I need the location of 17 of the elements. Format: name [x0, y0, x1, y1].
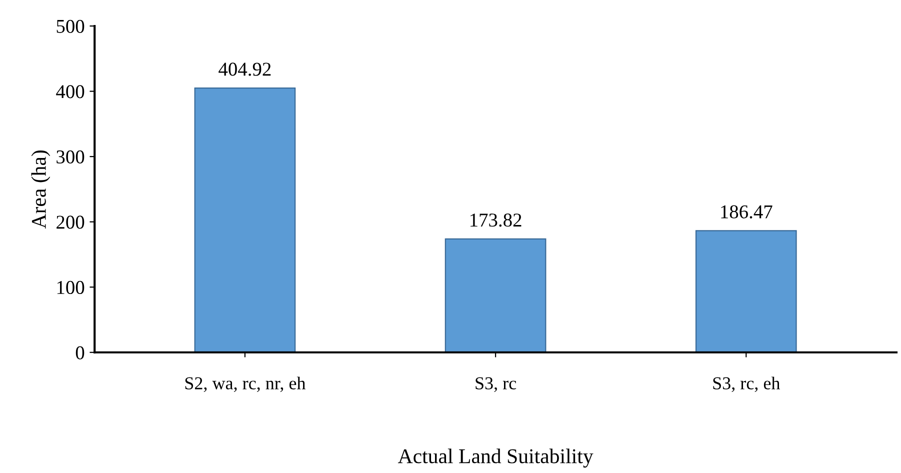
- y-axis-title: Area (ha): [31, 150, 50, 229]
- y-tick-label: 400: [56, 85, 84, 98]
- y-tick-label: 300: [56, 150, 84, 164]
- x-tick-label: S3, rc: [476, 377, 516, 392]
- bar: [695, 230, 797, 352]
- x-tick-label: S3, rc, eh: [713, 376, 780, 392]
- x-axis-title: Actual Land Suitability: [398, 448, 594, 468]
- data-label: 404.92: [218, 62, 271, 76]
- data-label: 186.47: [721, 205, 772, 218]
- x-tick-label: S2, wa, rc, nr, eh: [185, 376, 306, 392]
- data-label: 173.82: [470, 214, 522, 227]
- y-tick-label: 100: [57, 280, 84, 294]
- y-tick-label: 0: [76, 346, 84, 360]
- y-tick-label: 500: [56, 20, 84, 33]
- y-tick-label: 200: [56, 216, 84, 229]
- bar: [194, 88, 296, 352]
- bar: [444, 238, 546, 352]
